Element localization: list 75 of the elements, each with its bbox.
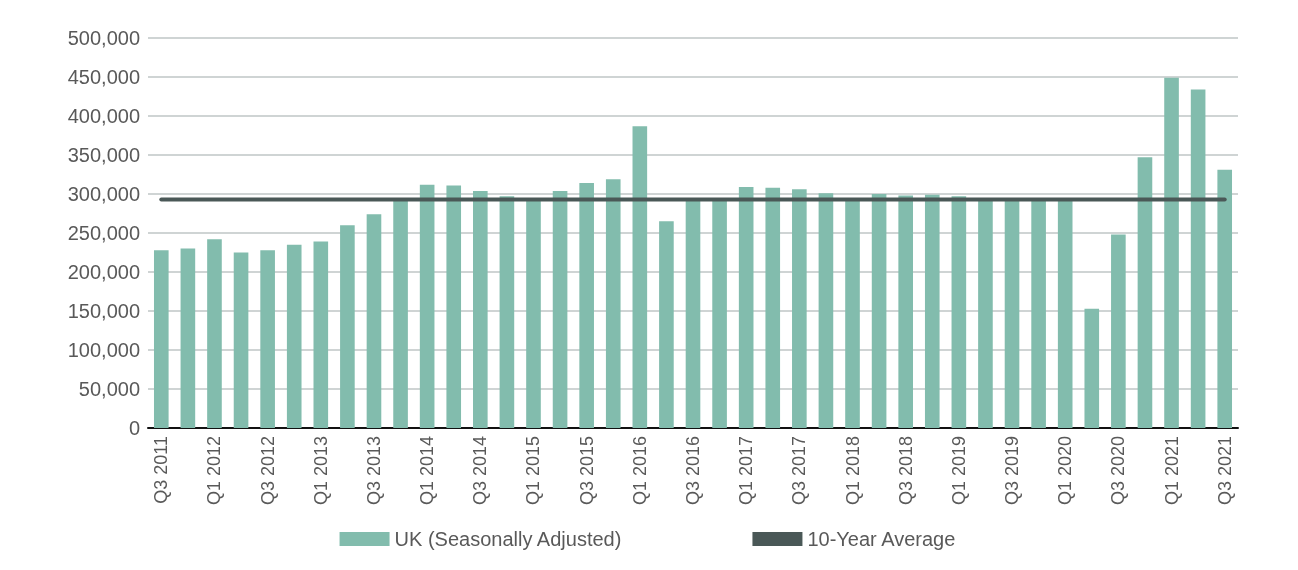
legend-label: 10-Year Average — [807, 528, 956, 550]
bar — [446, 185, 462, 428]
x-tick-label: Q3 2020 — [1108, 436, 1129, 506]
bar — [1111, 234, 1126, 428]
x-tick-label: Q1 2017 — [736, 436, 757, 506]
bar — [951, 196, 967, 428]
x-tick-label: Q3 2015 — [576, 436, 597, 506]
x-tick-label: Q1 2016 — [629, 436, 650, 506]
bar — [1031, 199, 1046, 428]
y-tick-label: 300,000 — [67, 183, 140, 205]
bar — [605, 179, 621, 428]
legend-label: UK (Seasonally Adjusted) — [394, 528, 622, 550]
bar — [924, 194, 940, 428]
x-tick-label: Q1 2020 — [1055, 436, 1076, 506]
x-tick-label: Q1 2018 — [842, 436, 863, 506]
bar — [233, 252, 249, 428]
bar — [552, 190, 568, 428]
y-tick-label: 150,000 — [67, 300, 140, 322]
x-tick-label: Q1 2013 — [310, 436, 331, 506]
bar — [526, 198, 541, 428]
x-tick-label: Q1 2019 — [948, 436, 969, 506]
x-tick-label: Q3 2017 — [789, 436, 810, 506]
bar — [898, 195, 913, 428]
bar — [207, 239, 222, 428]
x-tick-label: Q1 2015 — [523, 436, 544, 506]
bar — [845, 198, 860, 428]
bar — [712, 198, 727, 428]
bar — [978, 199, 993, 428]
y-tick-label: 0 — [128, 417, 140, 439]
bar — [1084, 308, 1100, 428]
bar — [499, 196, 515, 428]
x-tick-label: Q3 2018 — [895, 436, 916, 506]
y-tick-label: 350,000 — [67, 144, 140, 166]
bar — [579, 183, 594, 428]
x-tick-label: Q3 2021 — [1214, 436, 1235, 506]
bar — [393, 200, 408, 428]
bar — [738, 186, 754, 428]
bar — [180, 248, 196, 428]
bar — [153, 250, 169, 428]
bar — [1004, 199, 1020, 428]
bar — [871, 194, 887, 428]
bar — [1057, 199, 1073, 428]
y-tick-label: 200,000 — [67, 261, 140, 283]
bar — [473, 190, 488, 428]
x-tick-label: Q3 2012 — [257, 436, 278, 506]
bar — [260, 250, 275, 428]
y-tick-label: 450,000 — [67, 66, 140, 88]
x-tick-label: Q1 2021 — [1161, 436, 1182, 506]
x-tick-label: Q1 2012 — [204, 436, 225, 506]
bar — [632, 126, 648, 428]
x-tick-label: Q3 2011 — [151, 436, 172, 504]
bar — [340, 225, 355, 428]
x-tick-label: Q3 2013 — [363, 436, 384, 506]
bar — [313, 241, 329, 428]
x-tick-label: Q3 2014 — [470, 436, 491, 506]
y-tick-label: 400,000 — [67, 105, 140, 127]
y-tick-label: 500,000 — [67, 27, 140, 49]
bar — [1217, 169, 1233, 428]
bar — [659, 221, 674, 428]
y-tick-label: 100,000 — [67, 339, 140, 361]
bar — [685, 199, 701, 428]
x-tick-label: Q3 2019 — [1002, 436, 1023, 506]
bar — [765, 187, 781, 428]
bar — [818, 193, 834, 428]
bar — [1190, 89, 1206, 428]
bar — [1137, 157, 1153, 428]
bar — [419, 184, 435, 428]
bar — [366, 214, 382, 428]
bar — [1164, 77, 1179, 428]
y-tick-label: 250,000 — [67, 222, 140, 244]
y-tick-label: 50,000 — [78, 378, 140, 400]
x-tick-label: Q1 2014 — [417, 436, 438, 506]
bar — [792, 189, 807, 428]
x-tick-label: Q3 2016 — [683, 436, 703, 506]
bar — [286, 244, 302, 428]
